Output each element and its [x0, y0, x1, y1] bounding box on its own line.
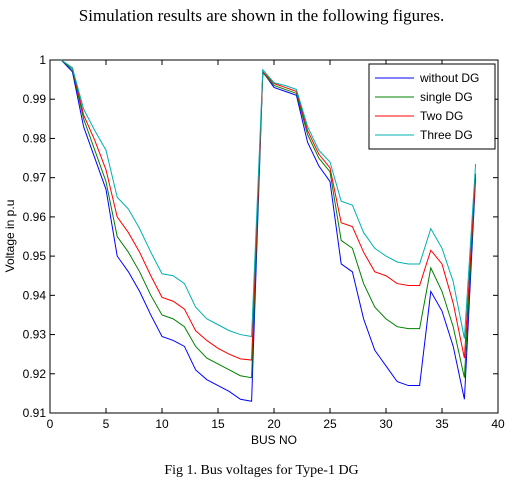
series-line-single-dg	[60, 59, 477, 379]
x-tick-label: 35	[435, 417, 449, 431]
x-axis-label: BUS NO	[251, 433, 297, 447]
series-line-three-dg	[60, 59, 477, 339]
x-tick-label: 30	[379, 417, 393, 431]
x-tick-label: 0	[47, 417, 54, 431]
y-tick-label: 0.98	[23, 131, 47, 145]
y-tick-label: 0.93	[23, 328, 47, 342]
x-tick-label: 15	[211, 417, 225, 431]
x-tick-label: 5	[103, 417, 110, 431]
figure-caption: Fig 1. Bus voltages for Type-1 DG	[164, 463, 359, 478]
series-layer	[60, 59, 477, 402]
legend-label-without-dg: without DG	[419, 71, 479, 85]
x-tick-label: 25	[323, 417, 337, 431]
y-tick-label: 0.91	[23, 406, 47, 420]
legend-label-single-dg: single DG	[420, 90, 473, 104]
y-axis-label: Voltage in p.u	[3, 200, 17, 273]
legend-label-two-dg: Two DG	[420, 109, 463, 123]
y-tick-label: 0.97	[23, 171, 47, 185]
y-tick-label: 0.96	[23, 210, 47, 224]
legend-label-three-dg: Three DG	[420, 128, 473, 142]
y-tick-label: 0.95	[23, 249, 47, 263]
legend: without DG single DG Two DG Three DG	[368, 63, 496, 150]
y-tick-label: 0.92	[23, 367, 47, 381]
intro-text: Simulation results are shown in the foll…	[78, 6, 445, 25]
x-tick-label: 10	[155, 417, 169, 431]
series-line-two-dg	[60, 59, 477, 361]
x-tick-label: 40	[491, 417, 505, 431]
x-tick-label: 20	[267, 417, 281, 431]
y-tick-label: 0.99	[23, 92, 47, 106]
y-tick-label: 0.94	[23, 288, 47, 302]
ticks-layer: 0 5 10 15 20 25 30 35 40 0.91 0.92 0.93 0.94 0.95 0.96…	[23, 53, 505, 431]
y-tick-label: 1	[39, 53, 46, 67]
